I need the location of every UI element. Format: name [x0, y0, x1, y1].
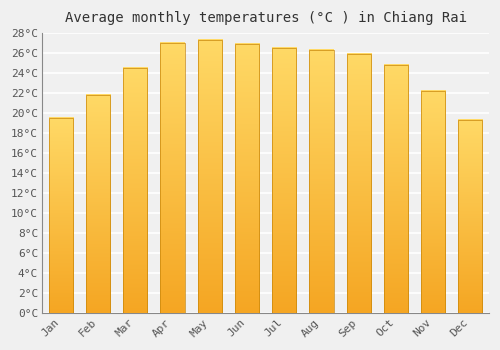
Bar: [235, 44, 259, 313]
Bar: [198, 40, 222, 313]
Bar: [49, 118, 73, 313]
Bar: [123, 68, 148, 313]
Bar: [384, 65, 408, 313]
Bar: [310, 50, 334, 313]
Bar: [346, 54, 370, 313]
Bar: [160, 43, 184, 313]
Bar: [458, 120, 482, 313]
Bar: [86, 95, 110, 313]
Bar: [272, 48, 296, 313]
Title: Average monthly temperatures (°C ) in Chiang Rai: Average monthly temperatures (°C ) in Ch…: [64, 11, 466, 25]
Bar: [421, 91, 445, 313]
